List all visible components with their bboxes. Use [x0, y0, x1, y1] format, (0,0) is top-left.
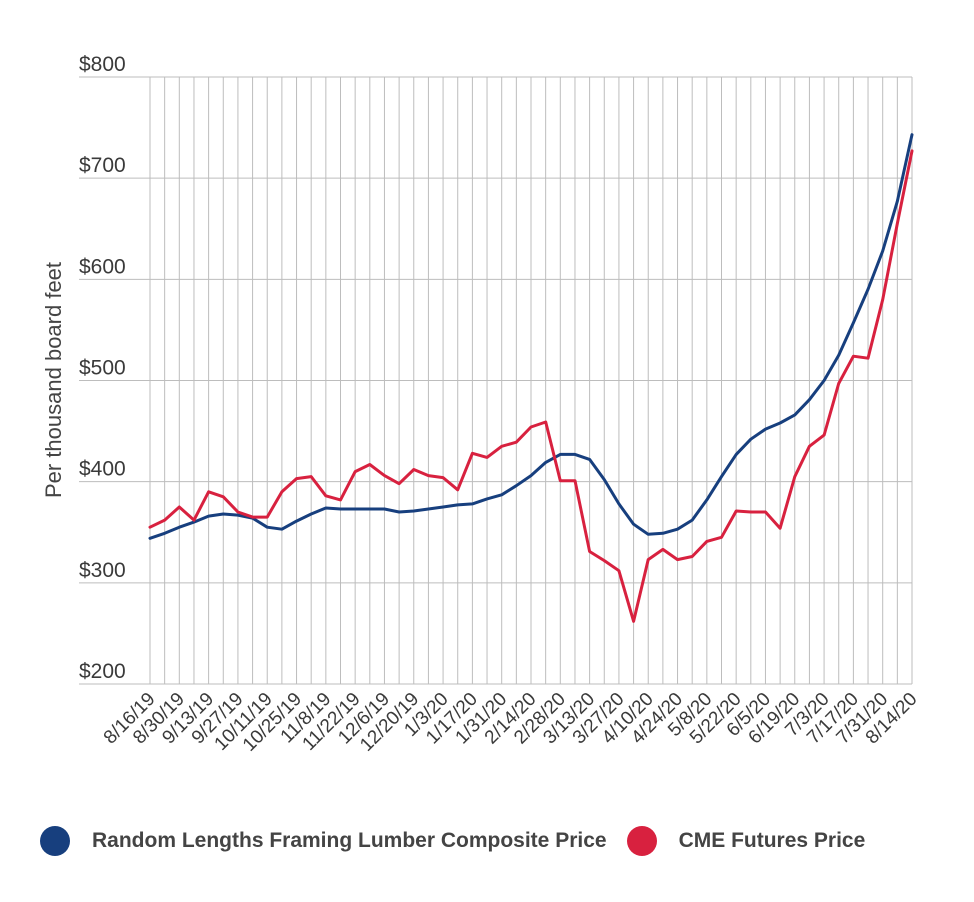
legend-swatch-composite [40, 826, 70, 856]
series-line-composite-price [148, 133, 914, 540]
legend-swatch-cme-futures [626, 826, 657, 856]
legend-item-cme-futures: CME Futures Price [626, 826, 866, 856]
y-tick-label: $500 [79, 357, 126, 380]
y-tick-label: $600 [79, 255, 126, 278]
y-tick-label: $400 [79, 458, 126, 481]
horizontal-gridlines [79, 76, 912, 685]
series-lines [148, 133, 914, 623]
y-axis-ticks: $800 $700 $600 $500 $400 $300 $200 [79, 53, 126, 683]
series-line-cme-futures [148, 149, 914, 623]
y-axis-label: Per thousand board feet [41, 262, 66, 498]
y-tick-label: $300 [79, 559, 126, 582]
y-tick-label: $800 [79, 53, 126, 76]
y-tick-label: $200 [79, 660, 126, 683]
legend: Random Lengths Framing Lumber Composite … [40, 826, 885, 856]
line-chart: $800 $700 $600 $500 $400 $300 $200 8/16/198/30… [41, 53, 922, 756]
y-tick-label: $700 [79, 154, 126, 177]
legend-label-composite: Random Lengths Framing Lumber Composite … [92, 829, 607, 852]
x-axis-ticks: 8/16/198/30/199/13/199/27/1910/11/1910/2… [100, 689, 922, 756]
legend-item-composite: Random Lengths Framing Lumber Composite … [40, 826, 607, 856]
legend-label-cme-futures: CME Futures Price [678, 829, 866, 852]
